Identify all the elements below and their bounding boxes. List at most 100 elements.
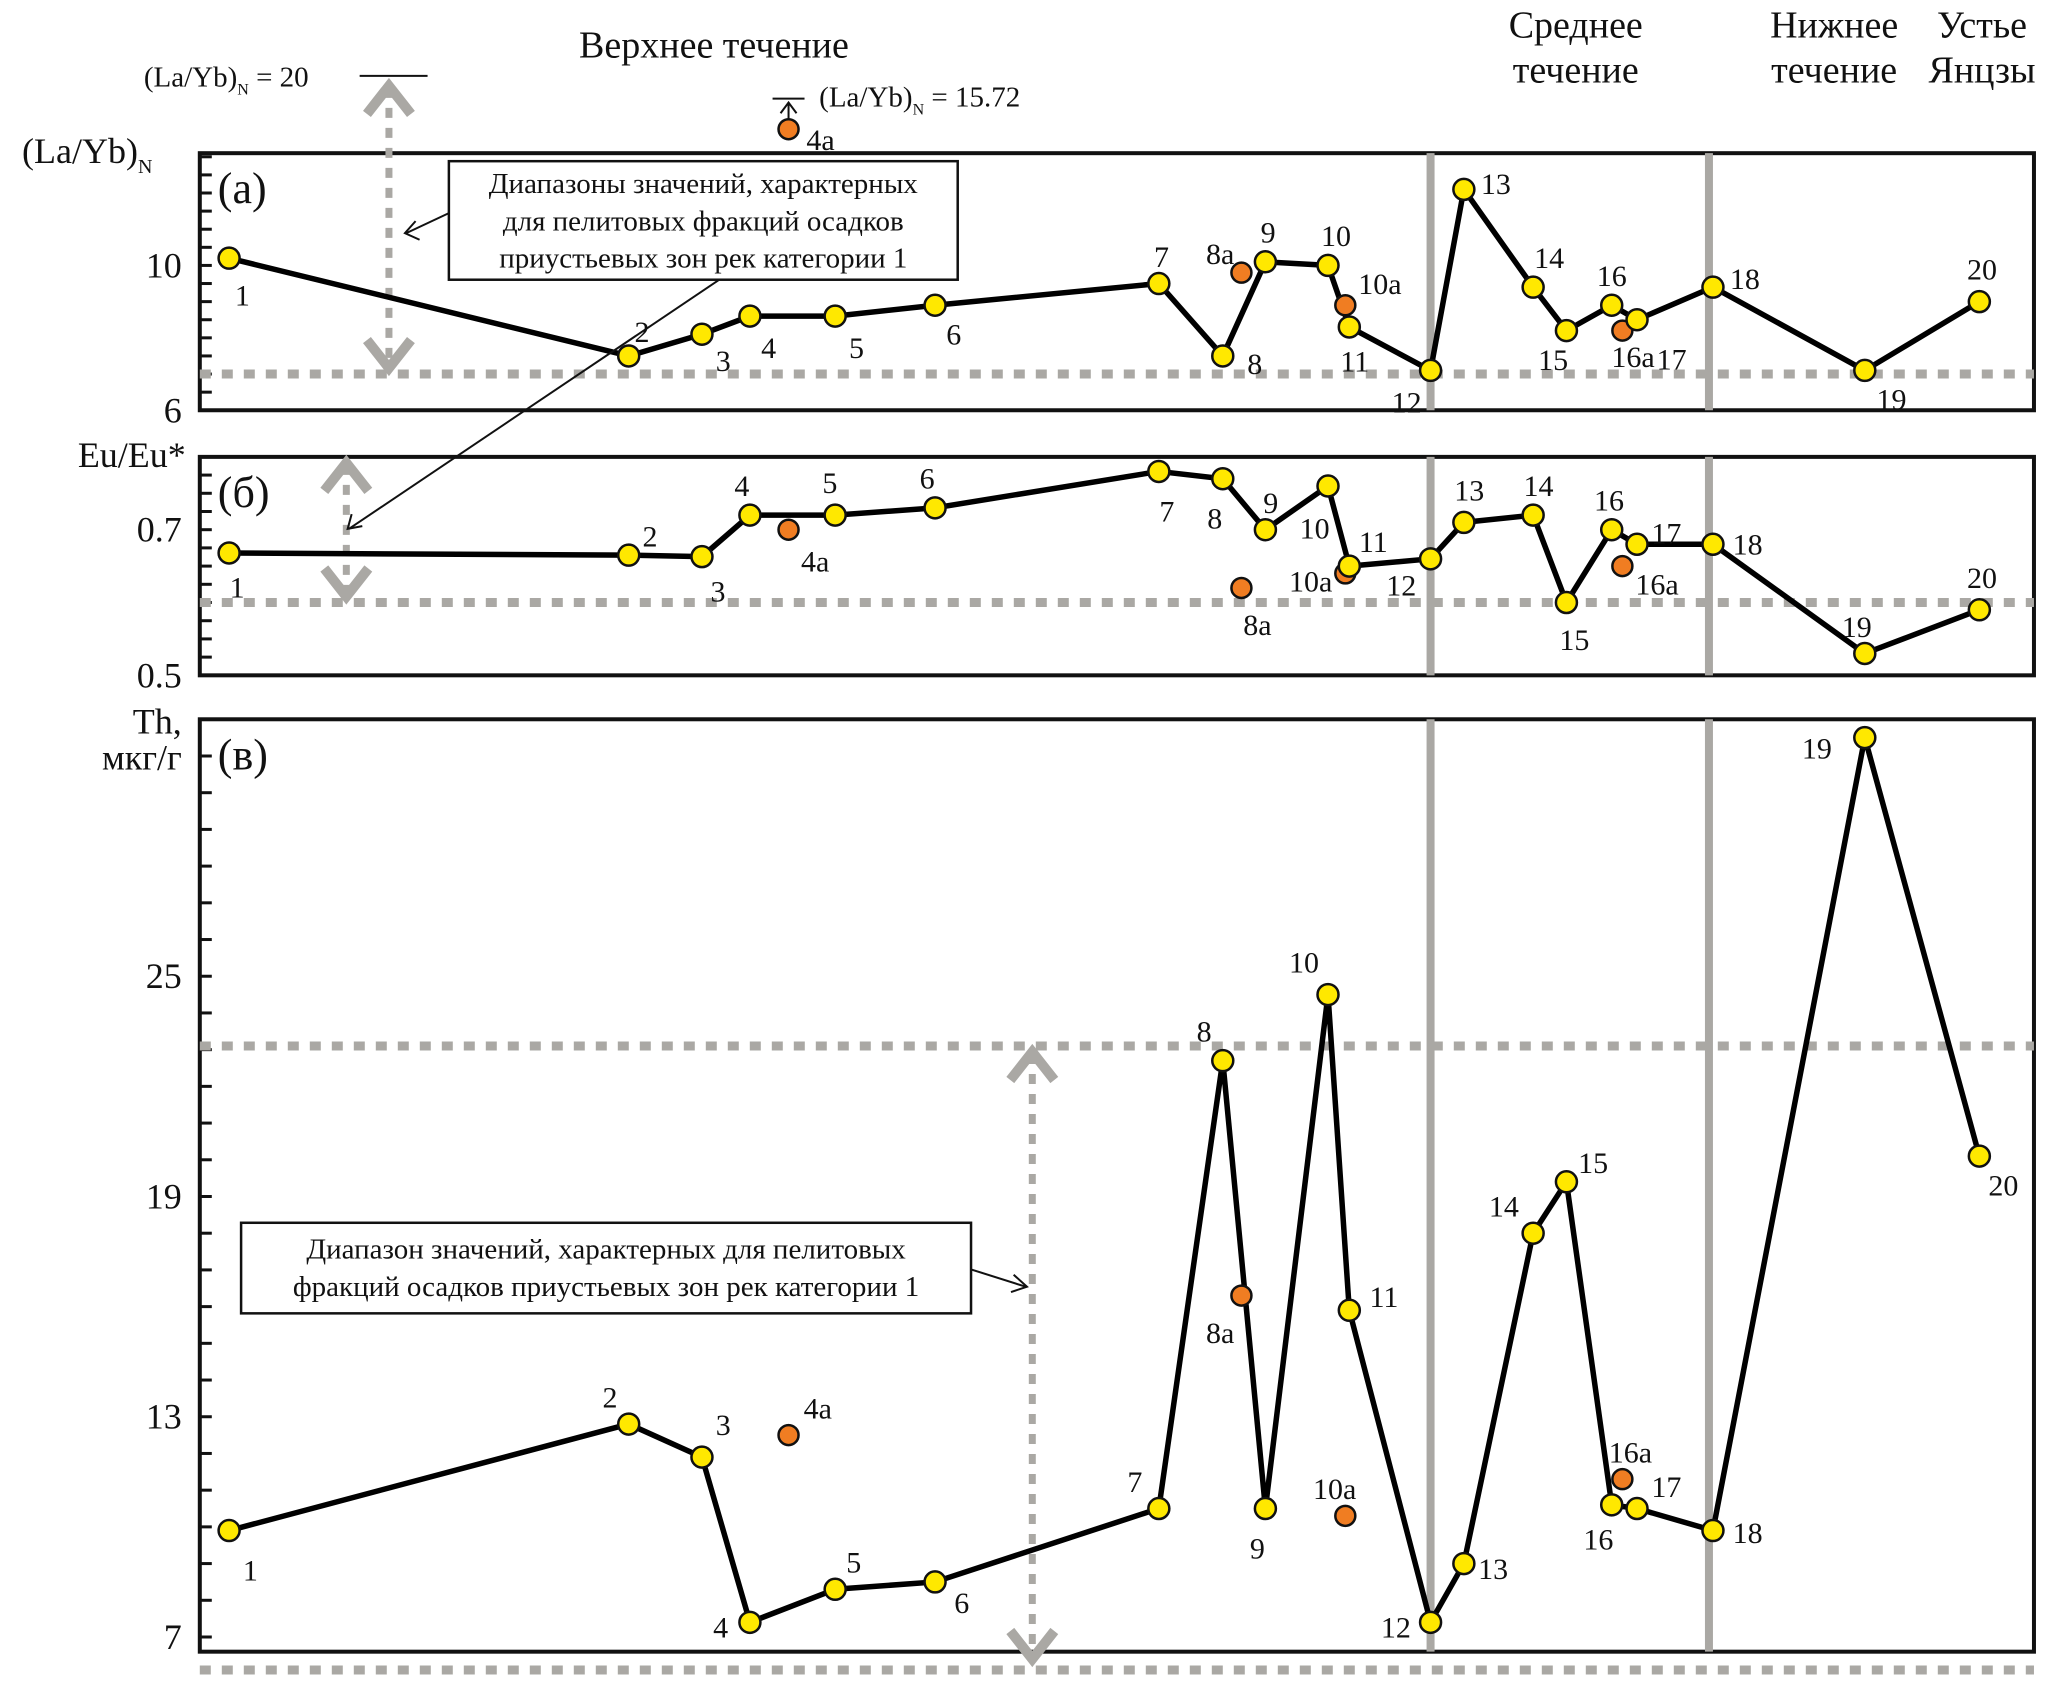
data-point <box>690 322 714 346</box>
data-point <box>690 1445 714 1469</box>
data-point-label: 14 <box>1523 470 1553 503</box>
y-tick-label: 7 <box>164 1617 182 1657</box>
data-point <box>823 1577 847 1602</box>
range-arrow-head-up <box>1006 1043 1059 1084</box>
data-point-label: 6 <box>946 319 961 352</box>
data-point <box>1147 459 1171 484</box>
data-point-extra <box>777 1423 800 1447</box>
data-point <box>1625 1496 1649 1521</box>
data-point-label: 13 <box>1478 1553 1508 1586</box>
data-point <box>1701 532 1725 557</box>
data-point <box>823 503 847 527</box>
data-point <box>1211 1048 1235 1073</box>
data-point <box>1211 344 1235 368</box>
data-point-label: 14 <box>1534 242 1564 275</box>
data-point-label: 12 <box>1392 386 1422 419</box>
series-line-main <box>229 468 1981 657</box>
data-point-label: 15 <box>1559 624 1589 657</box>
data-point-label: 3 <box>716 1409 731 1442</box>
data-point <box>1337 554 1362 578</box>
data-point-label: 13 <box>1454 474 1484 507</box>
data-point-extra <box>1334 294 1357 317</box>
max-value-note: (La/Yb)N = 20 <box>144 62 309 99</box>
data-point-extra <box>1230 261 1253 284</box>
data-point-label: 15 <box>1578 1147 1608 1180</box>
y-tick-label: 0.5 <box>137 655 182 695</box>
annotation-text: фракций осадков приустьевых зон рек кате… <box>293 1271 919 1303</box>
data-point <box>738 304 762 328</box>
y-tick-label: 19 <box>146 1176 182 1216</box>
y-axis-title: (La/Yb)N <box>22 131 152 178</box>
plot-frame <box>197 454 2036 678</box>
data-point <box>1316 982 1340 1007</box>
data-point-extra <box>1334 1504 1357 1528</box>
data-point-label: 18 <box>1733 1517 1763 1550</box>
data-point-label: 11 <box>1370 1281 1399 1314</box>
data-point <box>1418 358 1443 383</box>
data-point-label: 12 <box>1386 569 1416 602</box>
data-point-label: 5 <box>846 1547 861 1580</box>
data-point <box>1521 275 1545 299</box>
range-arrow-head-up <box>320 454 373 494</box>
data-point-label: 19 <box>1802 732 1832 765</box>
data-point <box>1599 517 1624 542</box>
data-point-label: 8 <box>1197 1015 1212 1048</box>
pointer-line <box>348 278 720 530</box>
data-point-label: 10a <box>1358 268 1401 301</box>
y-tick-label: 10 <box>146 245 182 285</box>
data-point <box>1853 358 1877 383</box>
data-point <box>1452 177 1476 202</box>
data-point-label: 14 <box>1489 1191 1519 1224</box>
data-point <box>1967 289 1992 314</box>
data-point <box>923 293 947 318</box>
data-point <box>1554 590 1579 615</box>
data-point-label: 7 <box>1127 1466 1142 1499</box>
range-arrow-head-down <box>363 336 415 377</box>
data-point-label: 16a <box>1609 1437 1652 1470</box>
data-point <box>1967 1144 1992 1168</box>
annotations: (La/Yb)N = 20 (La/Yb)N = 15.72 Диапазоны з… <box>144 62 1029 1315</box>
data-point <box>1337 315 1362 339</box>
data-point-label: 1 <box>230 572 245 605</box>
data-point-label: 17 <box>1651 1471 1681 1504</box>
data-point <box>1853 641 1877 666</box>
data-point-label: 4 <box>761 332 776 365</box>
data-point <box>1211 466 1235 491</box>
data-point-label: 10a <box>1289 565 1332 598</box>
data-point-label: 4a <box>801 546 829 579</box>
data-point <box>1521 1221 1545 1245</box>
annotation-box-bottom <box>239 1221 973 1315</box>
data-point <box>1316 474 1340 498</box>
arrow-icon <box>403 220 420 241</box>
data-point-extra <box>1230 1284 1253 1307</box>
y-tick-label: 25 <box>146 956 182 996</box>
data-point-label: 4a <box>806 124 834 157</box>
data-point-label: 4a <box>804 1392 832 1425</box>
y-tick-label: 6 <box>164 390 182 430</box>
offscale-value-note: (La/Yb)N = 15.72 <box>819 82 1020 119</box>
annotation-box-top <box>447 159 959 281</box>
data-point-label: 10 <box>1300 513 1330 546</box>
y-axis-title: Eu/Eu* <box>78 435 186 475</box>
data-point-label: 20 <box>1967 254 1997 287</box>
data-point <box>1599 1493 1624 1517</box>
data-point-label: 4 <box>734 470 749 503</box>
range-arrow-head-down <box>1006 1627 1059 1668</box>
data-point-label: 3 <box>710 575 725 608</box>
data-point-label: 10a <box>1313 1473 1356 1506</box>
section-header: течение <box>1771 50 1897 92</box>
data-point-label: 11 <box>1359 526 1388 559</box>
data-point <box>738 503 762 527</box>
data-point <box>217 246 241 270</box>
y-axis-title-unit: мкг/г <box>102 737 182 777</box>
data-point-label: 8a <box>1206 1317 1234 1350</box>
y-tick-label: 0.7 <box>137 510 182 550</box>
data-point <box>217 1518 241 1543</box>
data-point-label: 18 <box>1733 528 1763 561</box>
data-point-label: 2 <box>603 1381 618 1414</box>
data-point-label: 7 <box>1159 495 1174 528</box>
data-point <box>1701 275 1725 299</box>
data-point-label: 5 <box>849 332 864 365</box>
